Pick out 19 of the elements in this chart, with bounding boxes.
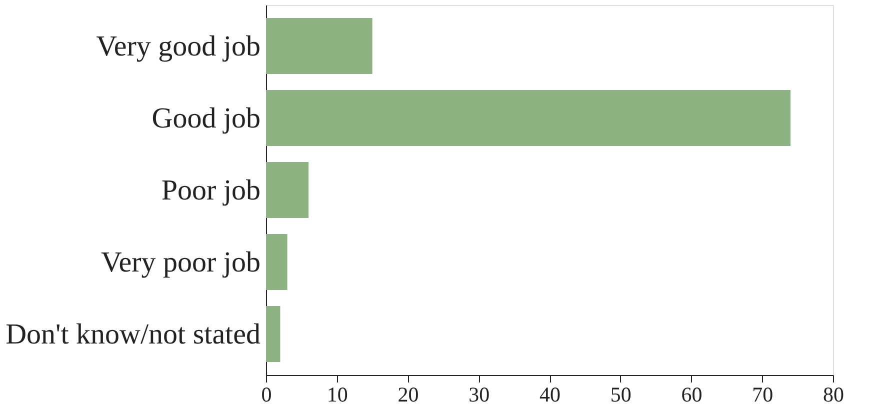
x-tick-label: 80	[823, 382, 844, 406]
x-tick-label: 40	[540, 382, 560, 406]
y-tick-label: Don't know/not stated	[6, 318, 261, 350]
y-tick-label: Poor job	[161, 174, 260, 206]
bar	[266, 306, 280, 362]
x-tick-label: 0	[261, 382, 272, 406]
x-tick-label: 60	[681, 382, 702, 406]
x-tick-label: 30	[468, 382, 490, 406]
bar	[266, 90, 790, 146]
x-tick-label: 20	[398, 382, 419, 406]
bar	[266, 234, 288, 290]
bar	[266, 18, 372, 74]
bar	[266, 162, 309, 218]
y-tick-label: Very good job	[96, 30, 260, 62]
y-tick-label: Good job	[152, 102, 260, 134]
x-tick-label: 70	[752, 382, 774, 406]
y-tick-label: Very poor job	[101, 246, 260, 278]
x-tick-label: 10	[326, 382, 348, 406]
x-tick-label: 50	[610, 382, 632, 406]
